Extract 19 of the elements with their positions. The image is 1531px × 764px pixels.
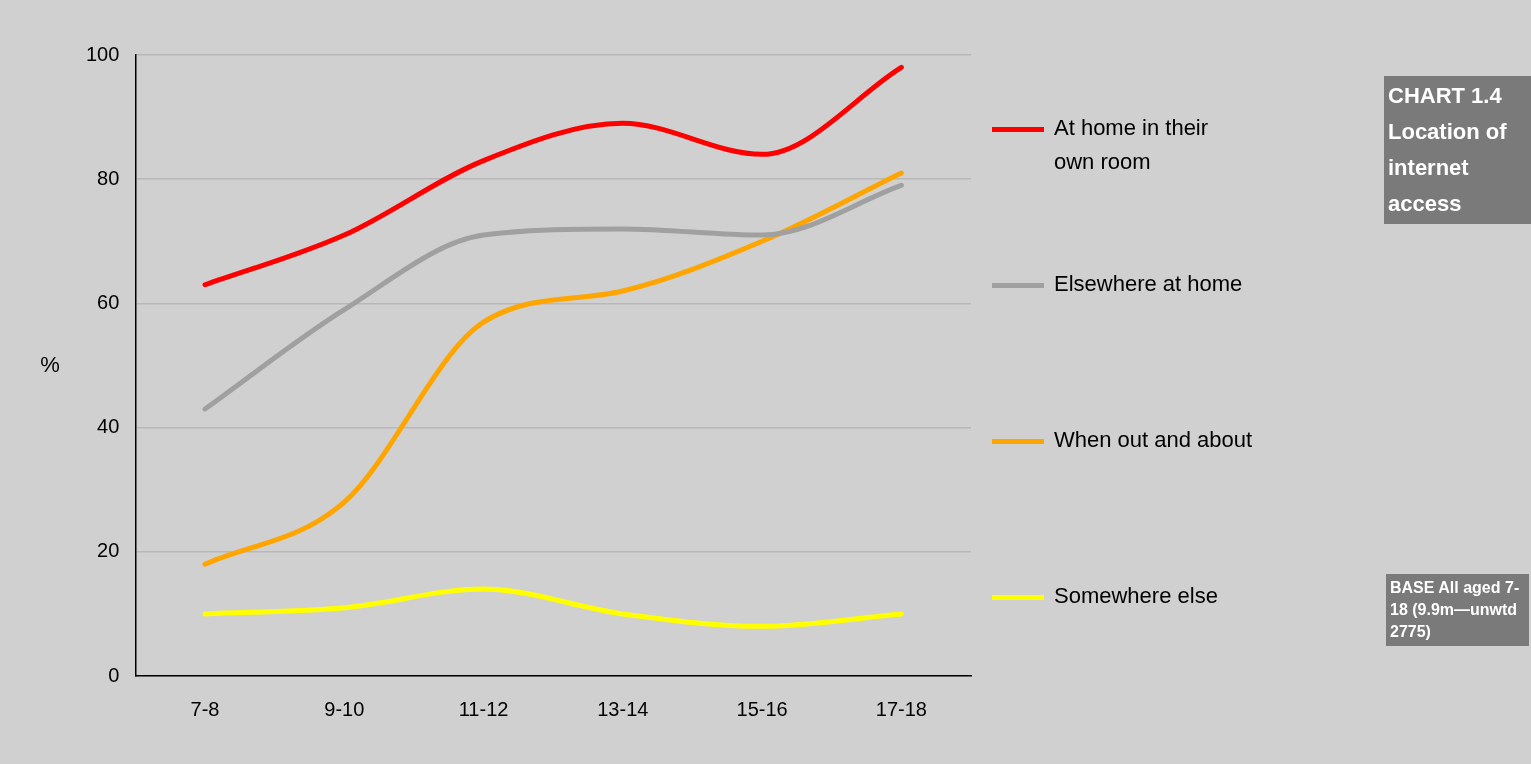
text: BASE All aged 7-18 (9.9m—unwtd 2775) (1386, 574, 1529, 646)
legend-label: Elsewhere at home (1054, 270, 1244, 298)
text: CHART 1.4 Location of internet access (1384, 76, 1531, 224)
y-tick-label: 80 (97, 166, 120, 189)
y-tick-label: 100 (85, 42, 120, 65)
legend-label: When out and about (1054, 426, 1254, 454)
x-tick-label: 15-16 (736, 697, 788, 720)
x-tick-label: 7-8 (190, 697, 220, 720)
x-tick-label: 13-14 (597, 697, 649, 720)
legend-label: Somewhere else (1054, 582, 1219, 610)
x-tick-label: 17-18 (875, 697, 927, 720)
y-tick-label: 0 (108, 663, 120, 686)
y-tick-label: 40 (97, 415, 120, 438)
x-tick-label: 11-12 (458, 697, 509, 720)
legend-label: At home in their own room (1054, 114, 1210, 176)
y-axis-title: % (40, 351, 60, 377)
x-tick-label: 9-10 (324, 697, 365, 720)
y-tick-label: 60 (97, 290, 120, 313)
y-tick-label: 20 (97, 539, 120, 562)
